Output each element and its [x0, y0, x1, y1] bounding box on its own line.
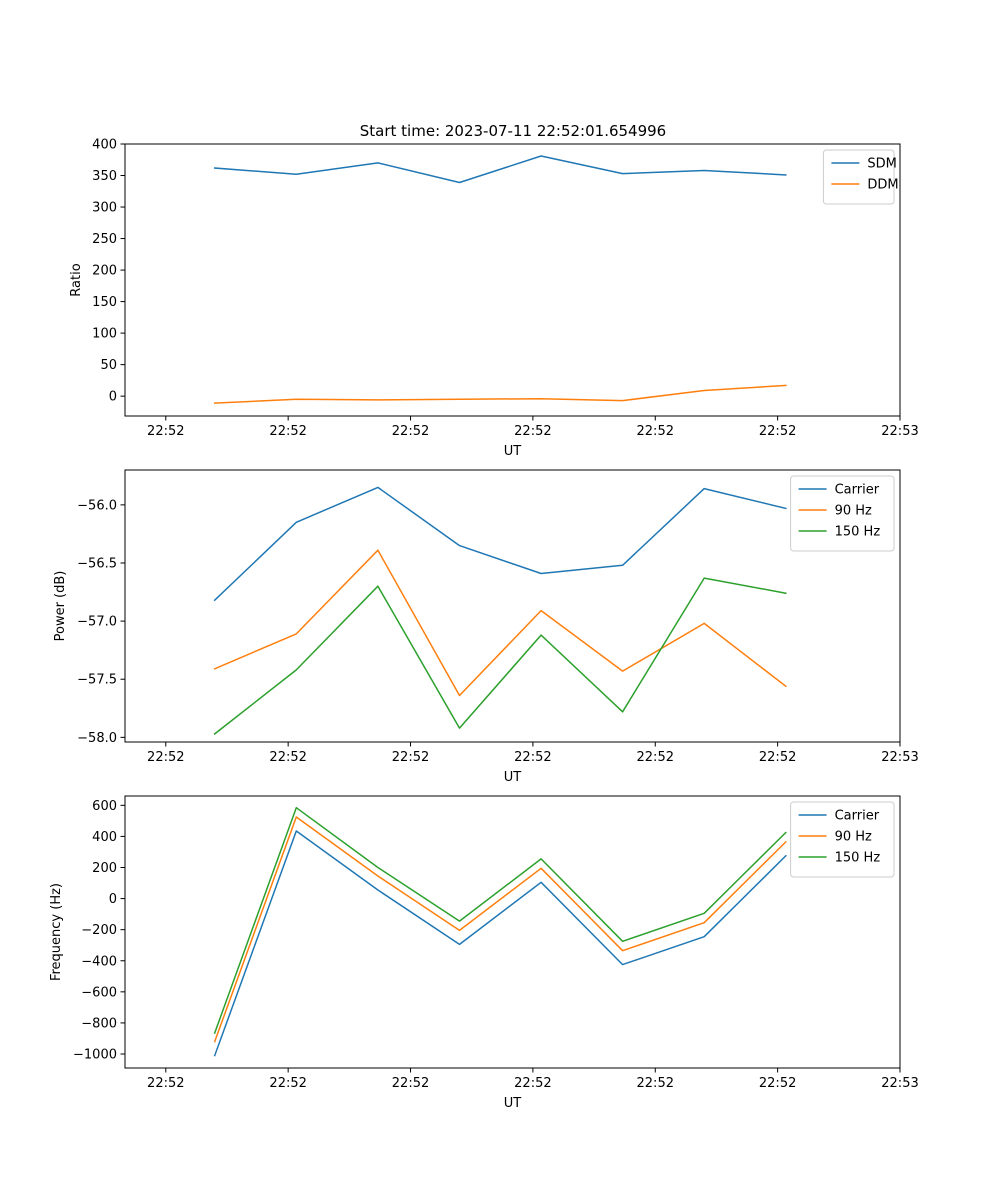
y-tick-label: 150: [92, 295, 117, 310]
x-tick-label: 22:52: [269, 1076, 306, 1091]
y-tick-label: 100: [92, 327, 117, 342]
y-tick-label: 350: [92, 169, 117, 184]
series-line-carrier: [213, 830, 787, 1057]
legend: Carrier 90 Hz 150 Hz: [790, 801, 895, 878]
series-group: [213, 486, 787, 735]
y-tick-label: 250: [92, 232, 117, 247]
x-tick-label: 22:52: [269, 750, 306, 765]
x-tick-label: 22:52: [637, 750, 674, 765]
legend-label: SDM: [867, 157, 896, 172]
y-tick-label: −600: [81, 985, 117, 1000]
y-tick-label: −56.5: [77, 556, 117, 571]
legend-label: DDM: [867, 178, 898, 193]
axes-frame: [124, 143, 901, 417]
series-line-90-hz: [213, 816, 787, 1043]
y-tick-label: 600: [92, 799, 117, 814]
legend-label: 150 Hz: [835, 525, 881, 540]
figure-title: Start time: 2023-07-11 22:52:01.654996: [360, 122, 666, 140]
chart-panel-3: 22:52 22:52 22:52 22:52 22:52 22:52 22:53 −1000…: [49, 795, 919, 1111]
legend-frame: [790, 801, 895, 878]
chart-panel-1: 22:52 22:52 22:52 22:52 22:52 22:52 22:53 0 50 10…: [69, 138, 919, 460]
y-tick-label: 400: [92, 830, 117, 845]
x-tick-label: 22:52: [392, 750, 429, 765]
x-tick-label: 22:52: [392, 424, 429, 439]
x-tick-label: 22:52: [514, 750, 551, 765]
y-axis-label: Power (dB): [53, 571, 68, 642]
y-tick-label: 200: [92, 861, 117, 876]
x-tick-label: 22:53: [881, 424, 918, 439]
y-tick-label: 0: [109, 390, 117, 405]
y-tick-label: 0: [109, 892, 117, 907]
axes-frame: [124, 469, 901, 743]
y-axis-label: Ratio: [69, 263, 84, 296]
x-tick-label: 22:52: [759, 1076, 796, 1091]
legend-label: Carrier: [835, 809, 880, 824]
x-tick-label: 22:52: [637, 424, 674, 439]
y-tick-label: −58.0: [77, 731, 117, 746]
legend: SDM DDM: [822, 149, 899, 205]
x-tick-label: 22:52: [759, 750, 796, 765]
series-line-sdm: [213, 155, 787, 184]
charts-group: 22:52 22:52 22:52 22:52 22:52 22:52 22:53 0 50 10…: [49, 138, 919, 1112]
x-tick-label: 22:53: [881, 1076, 918, 1091]
x-tick-label: 22:52: [392, 1076, 429, 1091]
x-tick-label: 22:52: [269, 424, 306, 439]
x-axis-label: UT: [504, 444, 522, 459]
series-group: [213, 155, 787, 404]
y-tick-label: 300: [92, 201, 117, 216]
y-tick-label: −57.5: [77, 673, 117, 688]
y-tick-label: −56.0: [77, 498, 117, 513]
y-tick-label: 400: [92, 138, 117, 153]
series-line-150-hz: [213, 577, 787, 735]
x-tick-label: 22:52: [147, 750, 184, 765]
x-tick-label: 22:52: [147, 1076, 184, 1091]
legend-label: 90 Hz: [835, 830, 872, 845]
series-line-carrier: [213, 486, 787, 602]
y-tick-label: 50: [100, 358, 117, 373]
legend: Carrier 90 Hz 150 Hz: [790, 475, 895, 552]
y-tick-label: 200: [92, 264, 117, 279]
x-tick-label: 22:52: [514, 424, 551, 439]
x-tick-label: 22:52: [759, 424, 796, 439]
y-tick-label: −800: [81, 1016, 117, 1031]
series-line-ddm: [213, 384, 787, 404]
legend-label: 150 Hz: [835, 851, 881, 866]
x-axis-label: UT: [504, 1096, 522, 1111]
series-line-150-hz: [213, 806, 787, 1034]
y-tick-label: −400: [81, 954, 117, 969]
y-axis-label: Frequency (Hz): [49, 883, 64, 981]
x-tick-label: 22:52: [637, 1076, 674, 1091]
y-tick-label: −57.0: [77, 615, 117, 630]
legend-label: 90 Hz: [835, 504, 872, 519]
axes-frame: [124, 795, 901, 1069]
legend-label: Carrier: [835, 483, 880, 498]
y-tick-label: −1000: [73, 1048, 117, 1063]
legend-frame: [790, 475, 895, 552]
x-tick-label: 22:52: [147, 424, 184, 439]
x-tick-label: 22:52: [514, 1076, 551, 1091]
chart-panel-2: 22:52 22:52 22:52 22:52 22:52 22:52 22:53 −58.0…: [53, 469, 919, 785]
series-group: [213, 806, 787, 1057]
y-tick-label: −200: [81, 923, 117, 938]
x-tick-label: 22:53: [881, 750, 918, 765]
x-axis-label: UT: [504, 770, 522, 785]
series-line-90-hz: [213, 549, 787, 697]
